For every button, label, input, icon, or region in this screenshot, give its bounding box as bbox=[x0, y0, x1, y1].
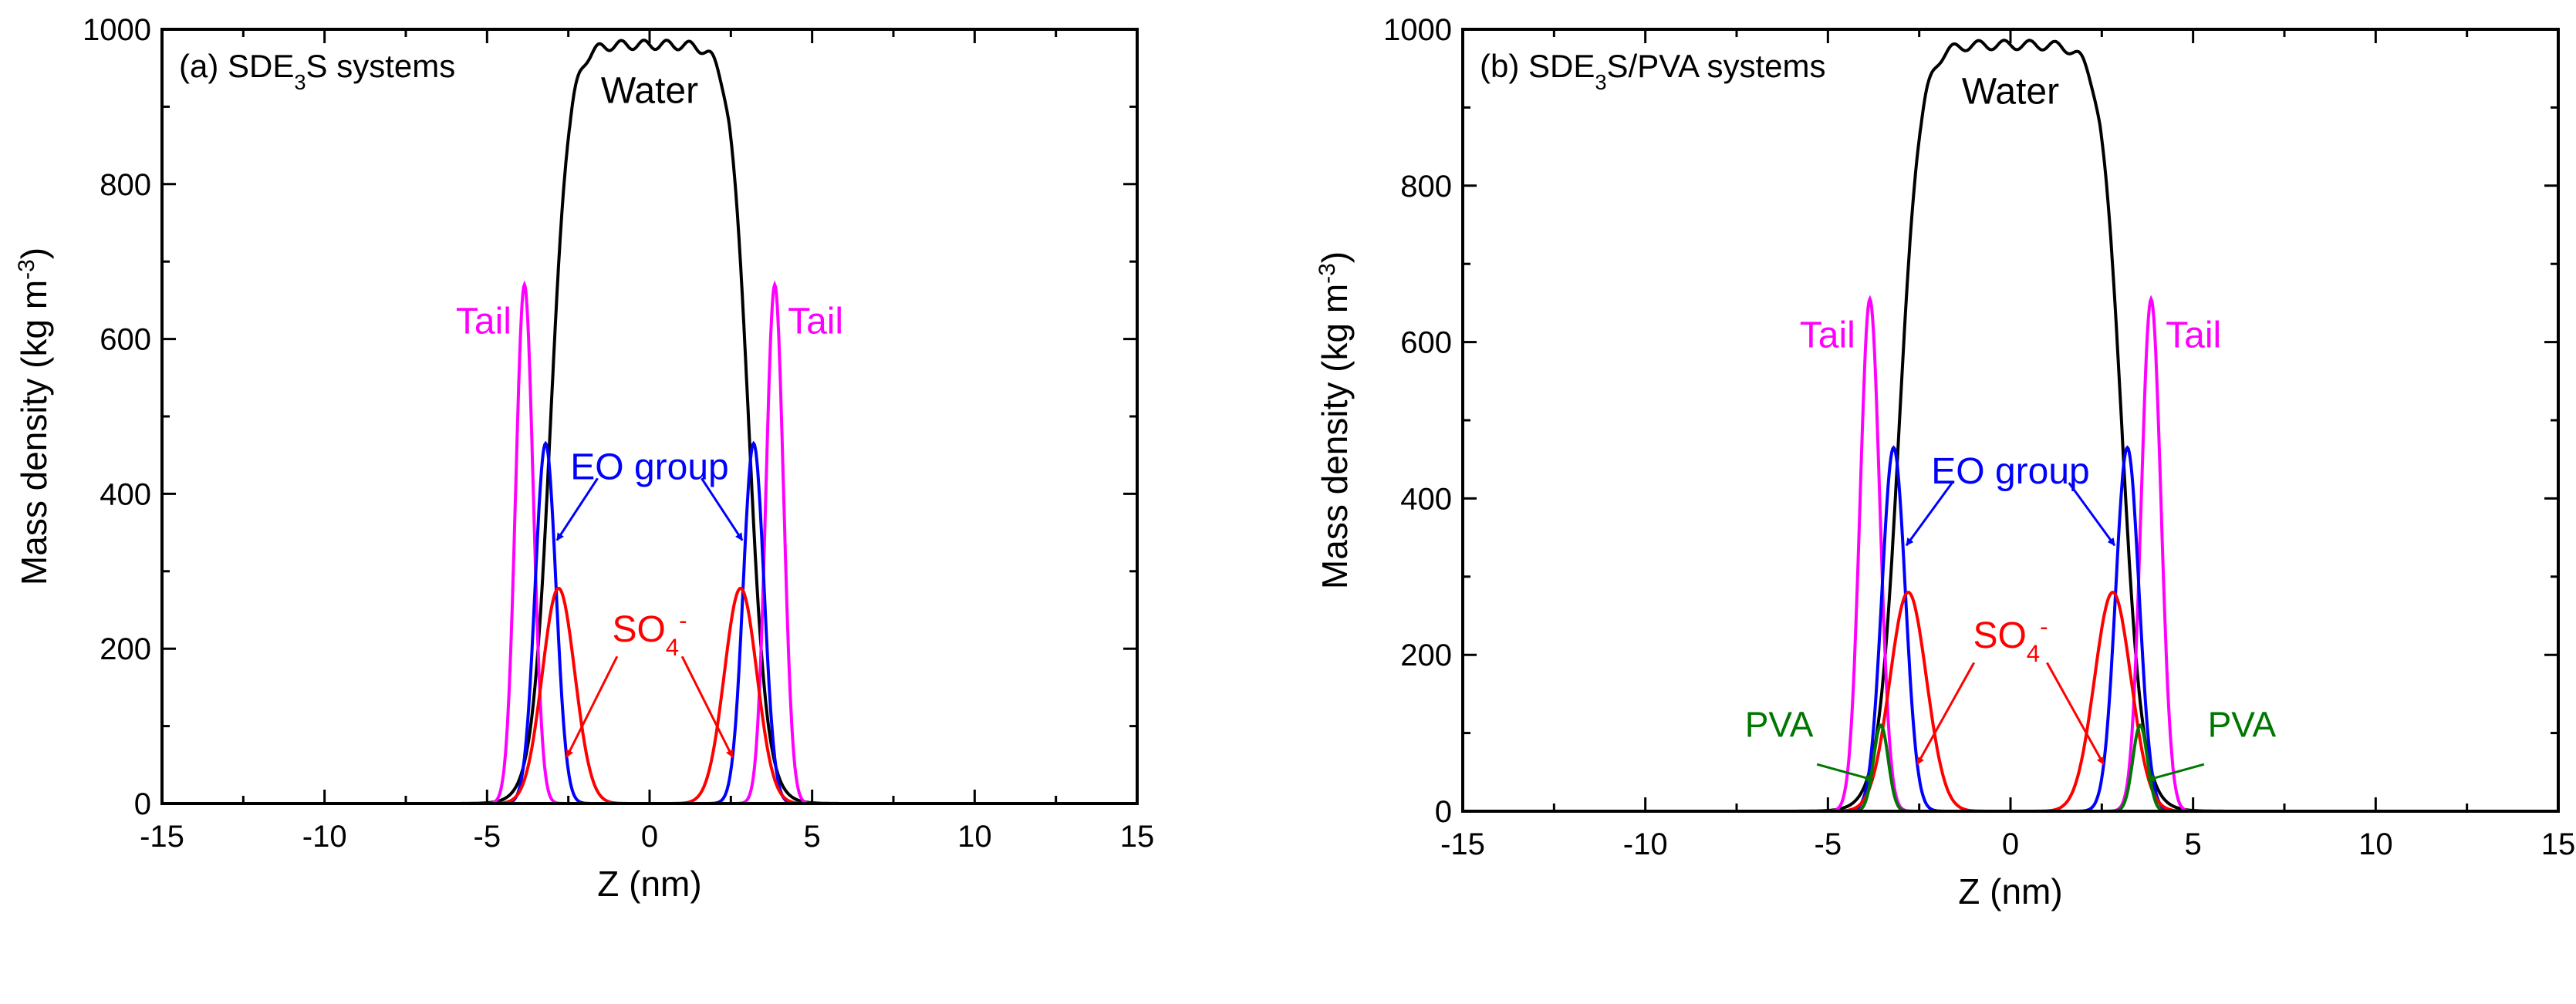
y-tick-label: 400 bbox=[100, 477, 151, 511]
eo-arrow-left bbox=[1905, 482, 1953, 547]
panel-a-plot-frame bbox=[160, 28, 1139, 805]
x-tick-label: 10 bbox=[2358, 827, 2393, 861]
label-tail-left: Tail bbox=[456, 301, 511, 342]
label-tail-left: Tail bbox=[1800, 315, 1855, 355]
y-tick-label: 200 bbox=[100, 632, 151, 666]
y-tick-label: 0 bbox=[1435, 795, 1452, 829]
panel-a-x-ticks: -15 -10 -5 0 5 10 15 bbox=[140, 29, 1154, 854]
panel-label: (b) SDE3S/PVA systems bbox=[1480, 48, 1826, 94]
y-tick-label: 0 bbox=[134, 787, 151, 821]
x-tick-label: 0 bbox=[641, 820, 658, 854]
so4-arrow-right bbox=[2046, 662, 2105, 766]
pva-arrow-right bbox=[2146, 763, 2205, 782]
eo-arrow-right bbox=[2068, 482, 2116, 547]
panel-label: (a) SDE3S systems bbox=[179, 48, 455, 94]
x-axis-label: Z (nm) bbox=[1958, 871, 2062, 911]
x-tick-label: -15 bbox=[140, 820, 184, 854]
label-eo-group: EO group bbox=[570, 446, 728, 487]
label-so4: SO4- bbox=[1973, 612, 2048, 666]
so4-arrow-right bbox=[680, 655, 734, 758]
y-axis-label: Mass density (kg m-3) bbox=[1315, 251, 1356, 589]
panel-b-x-ticks: -15 -10 -5 0 5 10 15 bbox=[1440, 29, 2575, 861]
y-tick-label: 400 bbox=[1400, 482, 1452, 516]
x-tick-label: 15 bbox=[1120, 820, 1155, 854]
y-tick-label: 600 bbox=[100, 323, 151, 357]
y-tick-label: 1000 bbox=[1383, 13, 1452, 47]
x-tick-label: -15 bbox=[1440, 827, 1485, 861]
series-line-water bbox=[1463, 39, 2558, 813]
x-tick-label: -5 bbox=[474, 820, 501, 854]
series-line-water bbox=[162, 39, 1137, 805]
x-tick-label: 5 bbox=[804, 820, 821, 854]
labels: Z (nm) Mass density (kg m-3) (a) SDE3S sys… bbox=[14, 48, 2277, 911]
panel-a: -15 -10 -5 0 5 10 15 0 200 400 600 800 1000 bbox=[83, 13, 1154, 854]
panel-b: -15 -10 -5 0 5 10 15 0 200 400 600 800 1000 bbox=[1383, 13, 2575, 861]
label-pva-right: PVA bbox=[2208, 705, 2277, 745]
x-tick-label: 10 bbox=[957, 820, 992, 854]
x-tick-label: -10 bbox=[1623, 827, 1668, 861]
eo-arrow-right bbox=[701, 477, 744, 541]
panel-b-series bbox=[1463, 39, 2558, 813]
label-eo-group: EO group bbox=[1931, 451, 2089, 492]
x-tick-label: -10 bbox=[302, 820, 347, 854]
x-tick-label: 0 bbox=[2002, 827, 2019, 861]
x-axis-label: Z (nm) bbox=[597, 864, 701, 904]
panel-b-plot-frame bbox=[1461, 28, 2560, 813]
series-line-tail bbox=[1463, 295, 2558, 813]
y-tick-label: 800 bbox=[100, 168, 151, 202]
label-tail-right: Tail bbox=[788, 301, 843, 342]
label-water: Water bbox=[601, 70, 698, 111]
label-water: Water bbox=[1962, 71, 2059, 112]
panel-b-y-ticks: 0 200 400 600 800 1000 bbox=[1383, 13, 2558, 829]
label-tail-right: Tail bbox=[2166, 315, 2221, 355]
so4-arrow-left bbox=[566, 655, 619, 758]
y-tick-label: 1000 bbox=[83, 13, 151, 47]
x-tick-label: 5 bbox=[2185, 827, 2202, 861]
label-so4: SO4- bbox=[612, 607, 687, 661]
x-tick-label: -5 bbox=[1815, 827, 1842, 861]
so4-arrow-left bbox=[1916, 662, 1975, 766]
y-tick-label: 800 bbox=[1400, 170, 1452, 204]
label-pva-left: PVA bbox=[1745, 705, 1814, 745]
panel-a-series bbox=[162, 39, 1137, 805]
y-axis-label: Mass density (kg m-3) bbox=[14, 248, 55, 585]
series-line-tail bbox=[162, 280, 1137, 805]
eo-arrow-left bbox=[555, 477, 599, 541]
pva-arrow-left bbox=[1816, 763, 1875, 782]
y-tick-label: 200 bbox=[1400, 638, 1452, 672]
panel-a-y-ticks: 0 200 400 600 800 1000 bbox=[83, 13, 1137, 821]
y-tick-label: 600 bbox=[1400, 326, 1452, 360]
x-tick-label: 15 bbox=[2541, 827, 2576, 861]
